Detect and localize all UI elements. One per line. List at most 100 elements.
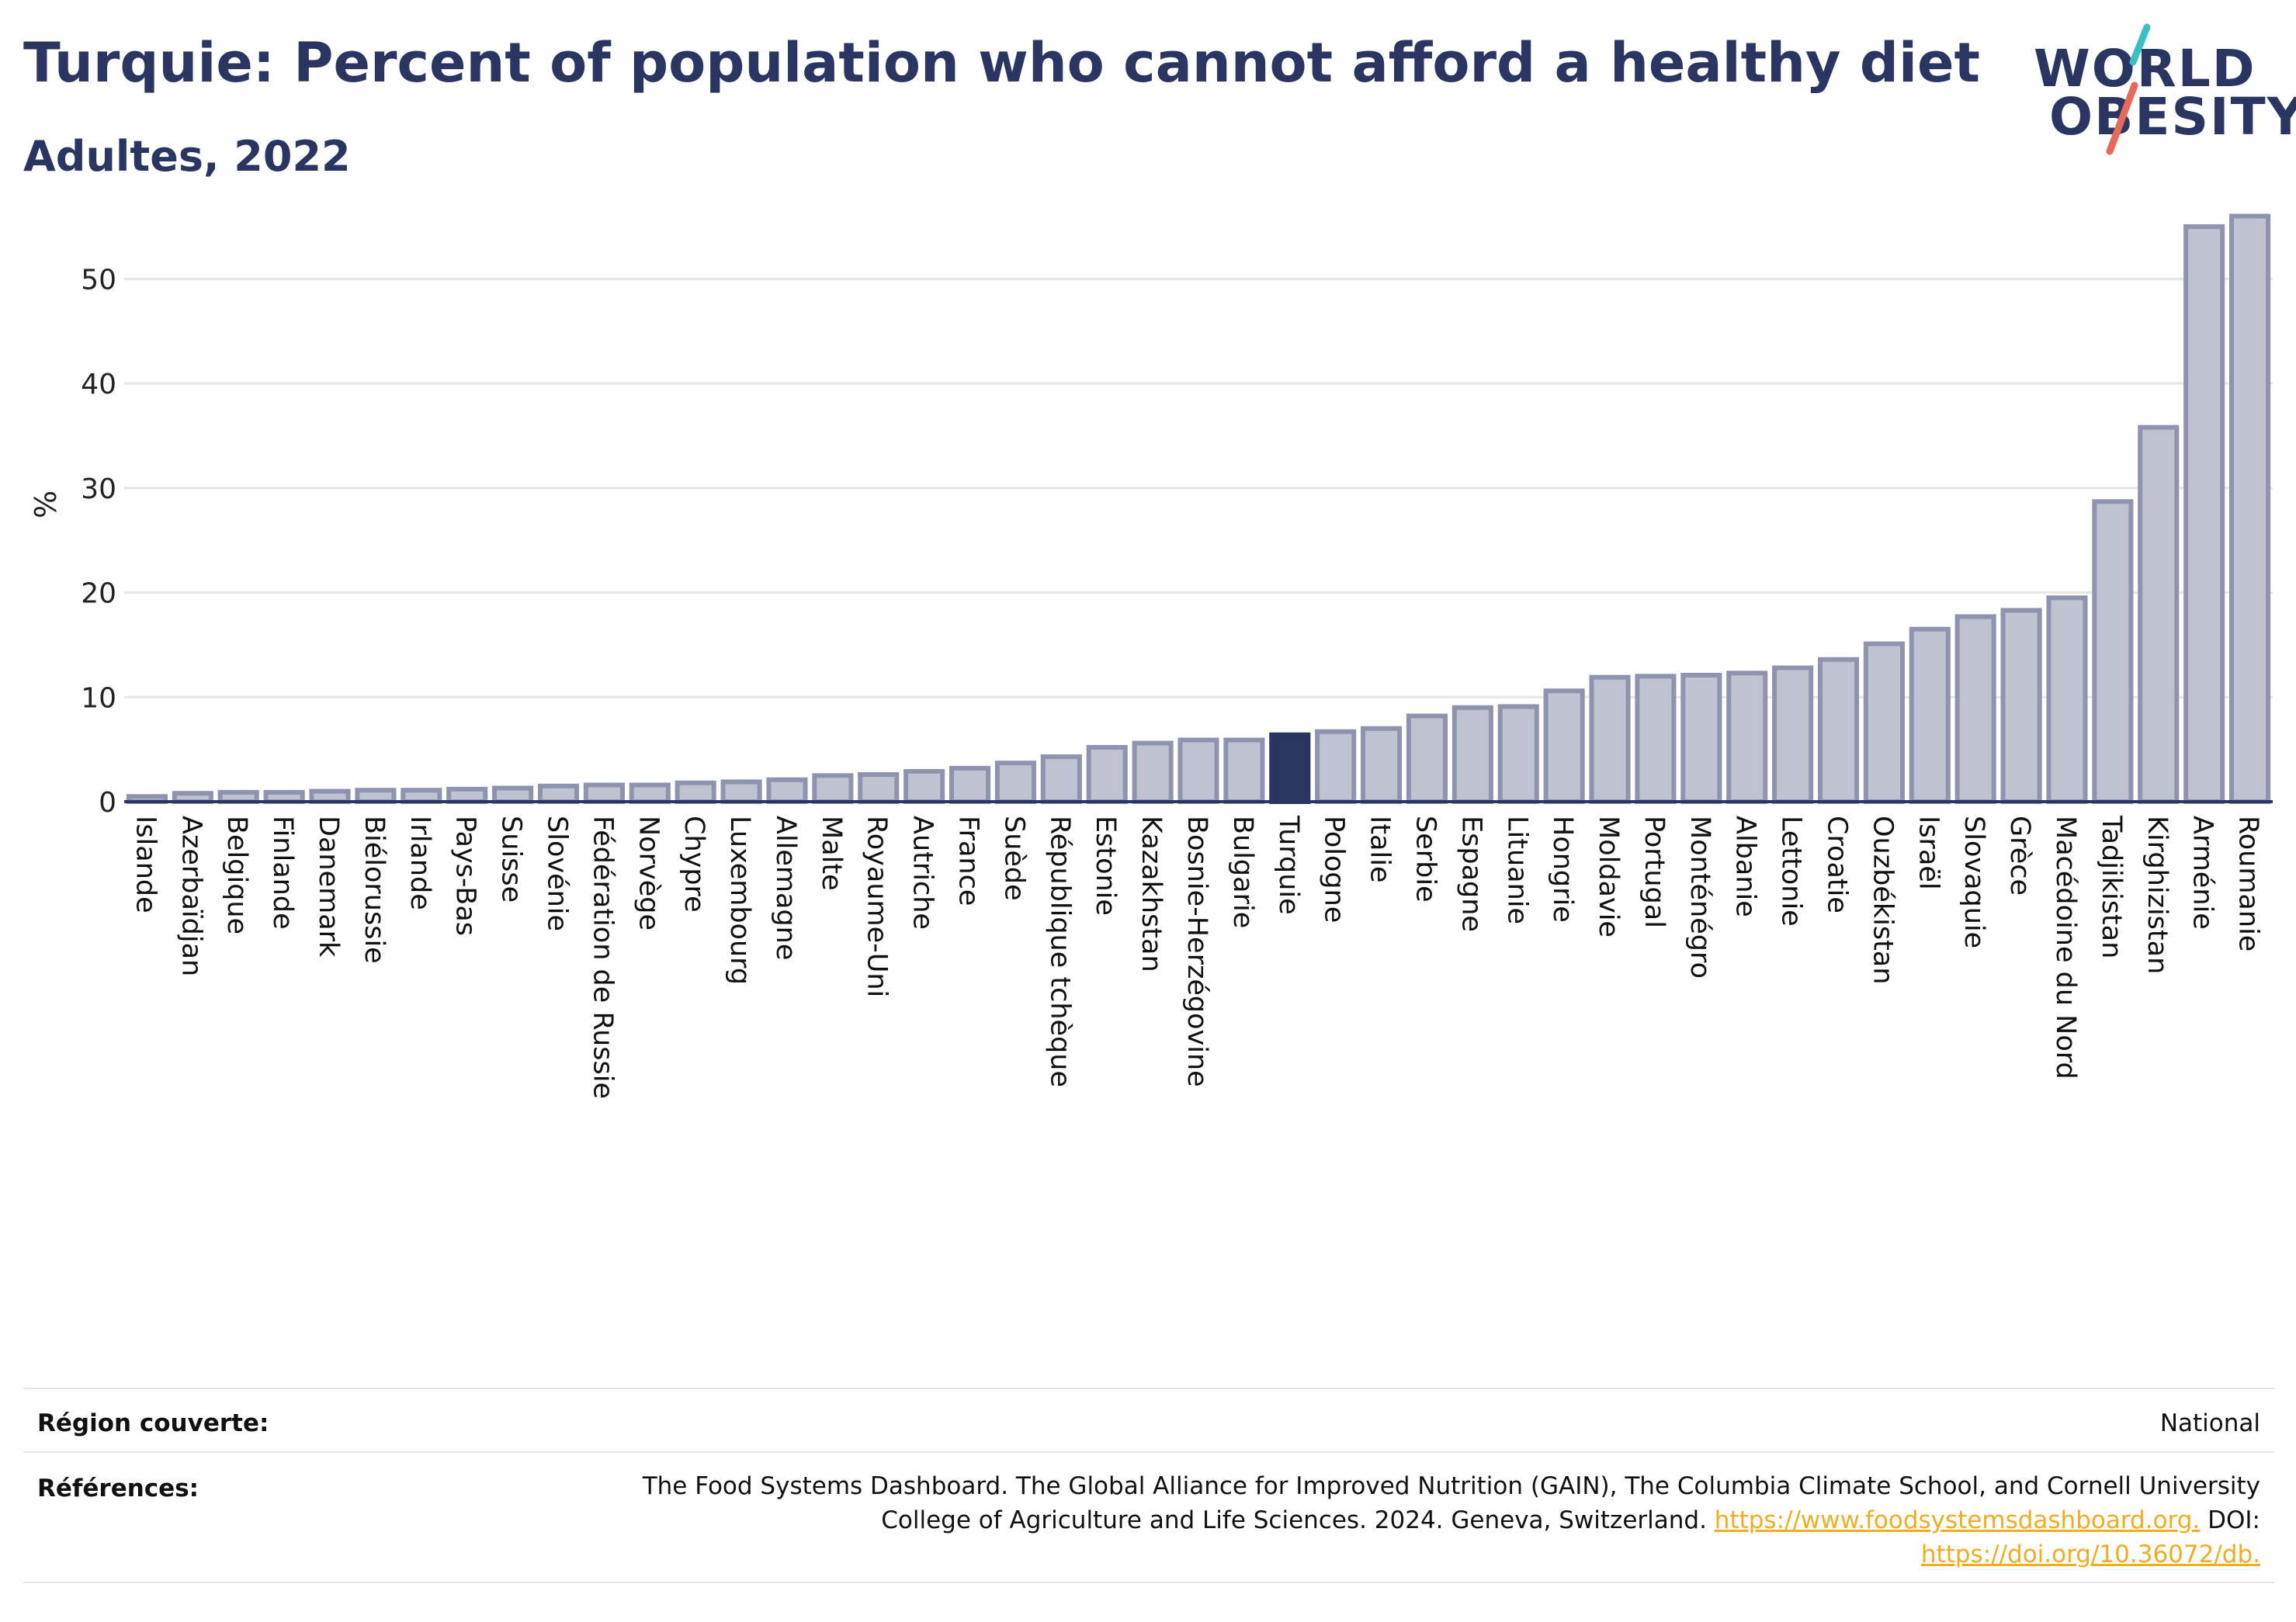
bar xyxy=(1817,657,1860,804)
references-label: Références: xyxy=(37,1475,199,1502)
y-tick-label: 20 xyxy=(81,578,116,610)
x-tick-label: Royaume-Uni xyxy=(862,816,893,997)
bar xyxy=(1040,754,1082,805)
y-tick-label: 50 xyxy=(81,264,116,296)
bar xyxy=(949,765,991,805)
bar xyxy=(1635,674,1677,804)
bar xyxy=(2228,213,2271,804)
bar xyxy=(2000,608,2042,804)
x-tick-label: Norvège xyxy=(633,816,664,931)
bar xyxy=(1726,671,1768,804)
x-tick-label: Bosnie-Herzégovine xyxy=(1181,816,1212,1087)
bar xyxy=(858,771,900,805)
bar xyxy=(309,788,351,804)
x-tick-label: France xyxy=(953,816,984,906)
x-tick-label: Estonie xyxy=(1090,816,1121,916)
x-tick-label: Turquie xyxy=(1273,815,1304,915)
bar xyxy=(994,761,1036,804)
x-tick-label: République tchèque xyxy=(1044,816,1075,1087)
x-tick-label: Pologne xyxy=(1319,816,1350,923)
x-tick-label: Fédération de Russie xyxy=(587,816,618,1099)
x-tick-label: Islande xyxy=(130,816,161,913)
x-tick-label: Luxembourg xyxy=(724,816,755,985)
bar xyxy=(1680,672,1722,805)
footer-divider-bottom xyxy=(23,1582,2274,1583)
bar xyxy=(1589,674,1631,804)
x-tick-label: Chypre xyxy=(678,816,709,913)
x-tick-label: Espagne xyxy=(1455,816,1486,932)
region-label: Région couverte: xyxy=(37,1409,269,1437)
bar xyxy=(1086,744,1128,804)
bar xyxy=(2092,499,2134,804)
x-tick-label: Roumanie xyxy=(2233,816,2264,951)
doi-label: DOI: xyxy=(2208,1506,2260,1534)
bar xyxy=(1954,614,1996,805)
references-text-block: The Food Systems Dashboard. The Global A… xyxy=(553,1469,2260,1572)
bar-highlight xyxy=(1269,732,1311,805)
bar xyxy=(583,782,625,804)
bar xyxy=(1132,740,1174,804)
bar xyxy=(720,779,762,805)
x-tick-label: Belgique xyxy=(221,816,252,934)
x-tick-label: Azerbaïdjan xyxy=(175,816,206,976)
bar xyxy=(2138,425,2180,804)
x-tick-label: Finlande xyxy=(267,816,298,930)
chart-title: Turquie: Percent of population who canno… xyxy=(23,31,1980,95)
x-tick-label: Slovénie xyxy=(541,816,572,931)
x-tick-label: Kazakhstan xyxy=(1136,816,1167,972)
dashboard-link[interactable]: https://www.foodsystemsdashboard.org. xyxy=(1714,1506,2201,1534)
region-value: National xyxy=(2159,1409,2260,1437)
x-tick-label: Autriche xyxy=(907,816,938,930)
x-tick-label: Macédoine du Nord xyxy=(2050,816,2081,1080)
bar xyxy=(2183,224,2225,804)
logo-slash-icon xyxy=(2106,23,2151,155)
bar xyxy=(2046,595,2088,805)
x-tick-label: Bulgarie xyxy=(1227,816,1258,928)
bar xyxy=(1177,737,1219,804)
chart-subtitle: Adultes, 2022 xyxy=(23,132,351,181)
x-tick-label: Slovaquie xyxy=(1958,816,1989,948)
bar xyxy=(1909,626,1951,804)
logo-line-2: OBESITY xyxy=(2049,87,2296,147)
bar xyxy=(812,773,854,805)
x-tick-label: Irlande xyxy=(404,816,435,910)
bar xyxy=(1406,713,1448,805)
bar xyxy=(492,785,534,804)
x-tick-label: Italie xyxy=(1365,816,1396,882)
bar xyxy=(1451,705,1493,804)
x-tick-label: Pays-Bas xyxy=(450,816,481,936)
x-tick-label: Kirghizistan xyxy=(2142,816,2173,974)
x-tick-label: Croatie xyxy=(1822,816,1853,913)
x-tick-label: Tadjikistan xyxy=(2096,815,2127,958)
x-tick-label: Grèce xyxy=(2004,816,2035,896)
x-tick-label: Lituanie xyxy=(1501,816,1532,924)
x-tick-label: Portugal xyxy=(1639,816,1670,928)
x-tick-label: Monténégro xyxy=(1684,816,1715,979)
bar xyxy=(537,783,580,805)
x-tick-label: Serbie xyxy=(1410,816,1441,903)
world-obesity-logo: WORLD OBESITY xyxy=(2018,23,2296,163)
bar-chart: 0 10 20 30 40 50% Islande Azerbaïdjan Belgique Fi… xyxy=(29,213,2273,1099)
bar xyxy=(401,788,442,805)
bar xyxy=(1543,688,1585,805)
y-tick-label: 30 xyxy=(81,473,116,505)
x-tick-label: Malte xyxy=(816,816,847,891)
x-tick-label: Suisse xyxy=(496,816,527,903)
footer-divider-middle xyxy=(23,1451,2274,1453)
footer-divider-top xyxy=(23,1388,2274,1389)
y-tick-label: 0 xyxy=(99,787,116,819)
references-text: The Food Systems Dashboard. The Global A… xyxy=(642,1472,2260,1534)
x-tick-label: Biélorussie xyxy=(359,816,390,964)
x-tick-label: Suède xyxy=(998,816,1029,901)
x-tick-label: Israël xyxy=(1913,816,1944,890)
y-axis-label: % xyxy=(29,490,63,518)
bar xyxy=(446,786,488,805)
doi-link[interactable]: https://doi.org/10.36072/db. xyxy=(1920,1541,2260,1568)
x-tick-label: Arménie xyxy=(2187,816,2218,930)
bar xyxy=(1315,729,1357,804)
x-tick-label: Allemagne xyxy=(770,816,801,960)
bar xyxy=(1361,726,1403,804)
x-tick-label: Hongrie xyxy=(1547,816,1578,923)
x-tick-label: Ouzbékistan xyxy=(1867,816,1898,984)
x-tick-label: Lettonie xyxy=(1776,816,1807,927)
